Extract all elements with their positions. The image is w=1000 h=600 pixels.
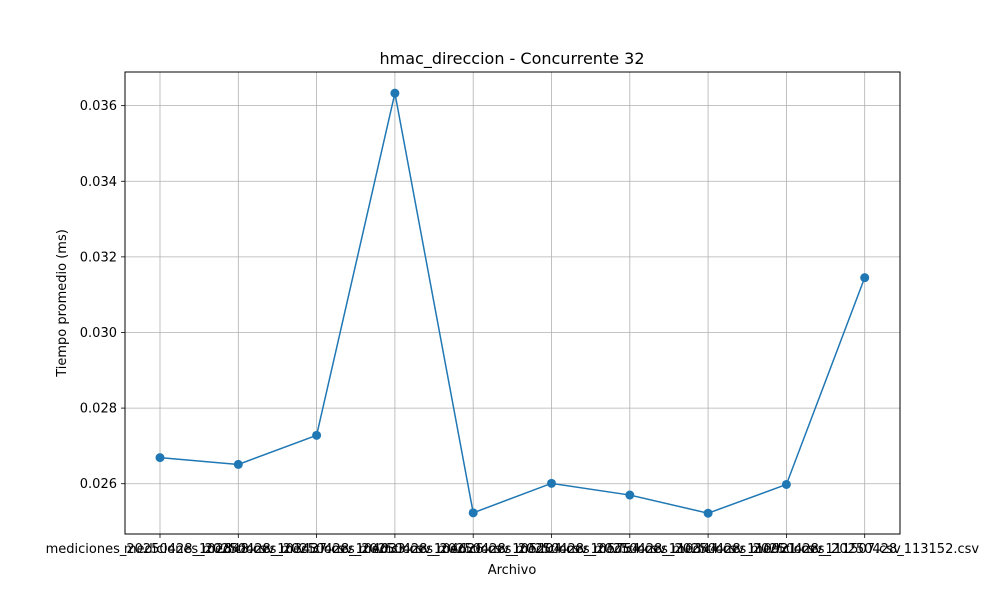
data-point: [233, 459, 243, 469]
x-tick-label: mediciones_20250428_113152.csv: [750, 542, 979, 557]
series-line: [159, 93, 866, 514]
data-point: [703, 508, 713, 518]
x-axis-ticks: mediciones_20250428_102848.csvmediciones…: [46, 534, 979, 557]
y-tick-label: 0.030: [80, 326, 117, 341]
data-point: [625, 490, 635, 500]
y-tick-label: 0.034: [80, 175, 117, 190]
y-axis-ticks: 0.026 0.028 0.030 0.032 0.034 0.036: [80, 99, 125, 492]
y-tick-label: 0.028: [80, 402, 117, 417]
x-tick-label: mediciones_20250428_102848.csv: [46, 542, 275, 557]
data-point: [390, 88, 400, 98]
x-tick-label: mediciones_20250428_105204.csv: [359, 542, 588, 557]
x-tick-label: mediciones_20250428_111507.csv: [672, 542, 901, 557]
data-point: [547, 478, 556, 488]
y-tick-label: 0.026: [80, 477, 117, 492]
x-tick-label: mediciones_20250428_105754.csv: [437, 542, 666, 557]
y-tick-label: 0.032: [80, 250, 117, 265]
chart-title: hmac_direccion - Concurrente 32: [379, 49, 644, 69]
plot-frame: [124, 71, 901, 535]
data-point: [860, 273, 870, 283]
x-axis-label: Archivo: [488, 563, 537, 578]
data-point: [781, 479, 791, 489]
x-tick-label: mediciones_20250428_110921.csv: [594, 542, 823, 557]
y-axis-label: Tiempo promedio (ms): [55, 229, 70, 378]
data-point: [155, 453, 165, 463]
x-tick-label: mediciones_20250428_110344.csv: [515, 542, 744, 557]
x-tick-label: mediciones_20250428_103437.csv: [124, 542, 353, 557]
y-tick-label: 0.036: [80, 99, 117, 114]
data-point: [468, 508, 478, 518]
data-series: [155, 88, 870, 518]
x-tick-label: mediciones_20250428_104626.csv: [281, 542, 510, 557]
grid-lines: [125, 72, 900, 534]
x-tick-label: mediciones_20250428_104033.csv: [202, 542, 431, 557]
data-point: [312, 430, 322, 440]
